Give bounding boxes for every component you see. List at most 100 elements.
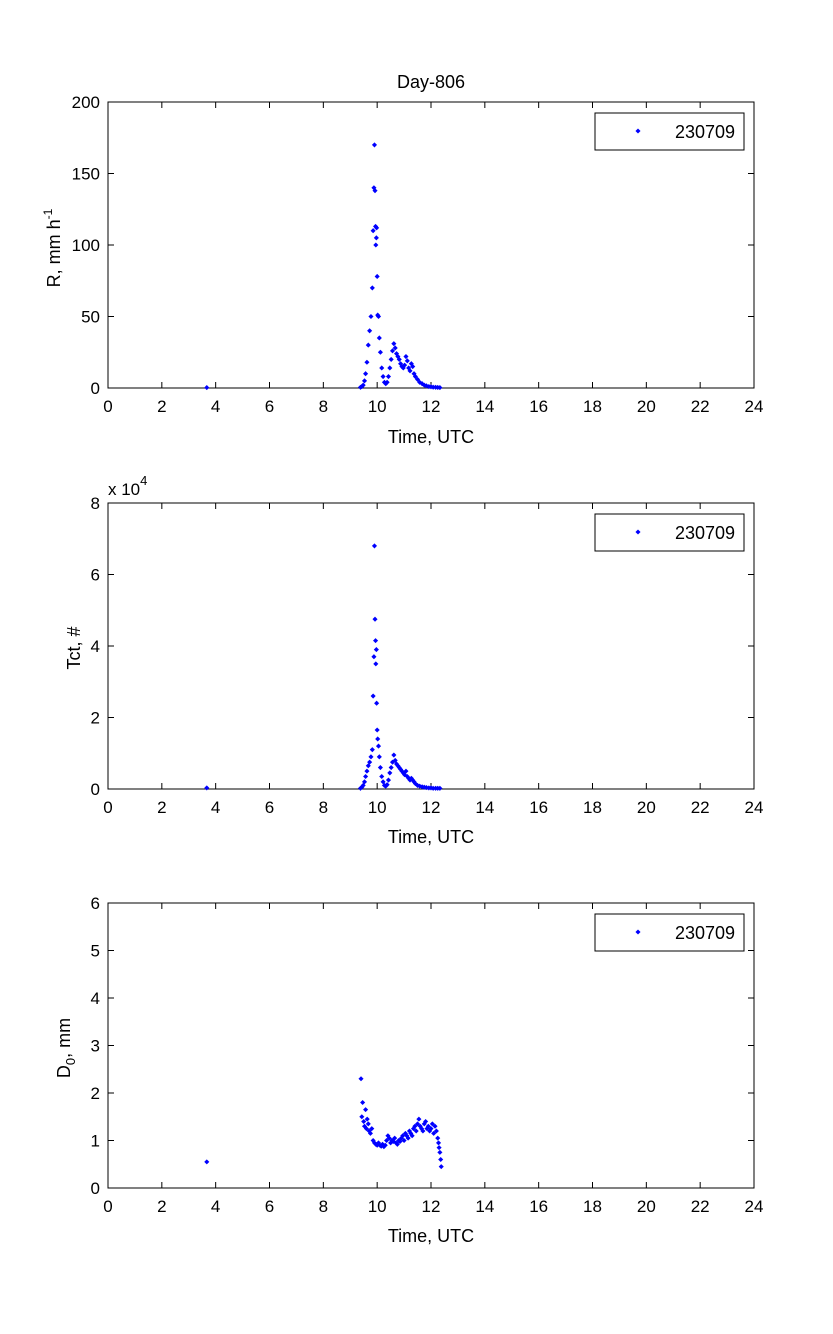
y-scale-factor: x 104 (108, 473, 147, 499)
data-point (384, 782, 390, 788)
y-tick-label: 6 (91, 894, 100, 913)
x-tick-label: 24 (745, 397, 764, 416)
data-point (436, 1145, 442, 1151)
legend: 230709 (594, 913, 745, 952)
x-tick-label: 0 (103, 1197, 112, 1216)
data-point (404, 358, 410, 364)
data-point (385, 374, 392, 380)
x-tick-label: 10 (368, 397, 387, 416)
x-tick-label: 14 (475, 798, 494, 817)
data-point (370, 693, 376, 699)
data-point (376, 335, 382, 341)
data-point (361, 378, 368, 384)
y-tick-label: 0 (91, 1179, 100, 1198)
x-tick-label: 18 (583, 397, 602, 416)
x-tick-label: 8 (319, 1197, 328, 1216)
x-tick-label: 16 (529, 798, 548, 817)
y-tick-label: 1 (91, 1132, 100, 1151)
x-axis-label: Time, UTC (388, 827, 474, 847)
data-point (373, 242, 379, 248)
x-tick-label: 0 (103, 798, 112, 817)
data-point (375, 313, 382, 320)
x-tick-label: 4 (211, 397, 220, 416)
y-scale-factor-text: x 10 (108, 480, 140, 499)
data-point (363, 371, 369, 377)
data-point (369, 285, 375, 291)
total-count-panel: x 104 Tct, # Time, UTC 0 2 4 6 8 10 12 14 16 18 20… (64, 473, 763, 847)
x-tick-label: 4 (211, 798, 220, 817)
y-axis-label: R, mm h-1 (41, 208, 64, 287)
x-tick-label: 22 (691, 397, 710, 416)
data-point (389, 348, 396, 354)
data-point (396, 356, 402, 362)
x-tick-label: 14 (475, 397, 494, 416)
y-axis-label-subscript: 0 (63, 1058, 78, 1065)
x-tick-label: 10 (368, 1197, 387, 1216)
x-tick-label: 2 (157, 1197, 166, 1216)
x-tick-label: 8 (319, 798, 328, 817)
legend-label: 230709 (675, 923, 735, 943)
data-point (368, 313, 374, 320)
data-point (379, 365, 385, 371)
data-point (371, 654, 377, 660)
x-tick-label: 16 (529, 1197, 548, 1216)
x-tick-label: 24 (745, 1197, 764, 1216)
x-tick-label: 6 (265, 1197, 274, 1216)
x-tick-label: 12 (422, 798, 441, 817)
x-tick-label: 2 (157, 798, 166, 817)
x-tick-label: 14 (475, 1197, 494, 1216)
y-tick-label: 4 (91, 637, 100, 656)
data-point (391, 752, 397, 758)
legend-marker (635, 529, 641, 535)
x-tick-label: 2 (157, 397, 166, 416)
data-point (204, 1159, 210, 1165)
x-tick-label: 22 (691, 798, 710, 817)
legend-label: 230709 (675, 523, 735, 543)
x-tick-label: 22 (691, 1197, 710, 1216)
y-axis-label-suffix: , mm (54, 1018, 74, 1058)
x-tick-label: 16 (529, 397, 548, 416)
legend-box (594, 112, 745, 151)
y-tick-label: 5 (91, 942, 100, 961)
data-point (388, 356, 394, 362)
data-point (367, 328, 373, 334)
y-axis-label-exponent: -1 (41, 208, 55, 219)
data-point (373, 235, 379, 241)
data-point (372, 188, 378, 194)
data-point (204, 385, 210, 391)
x-tick-label: 20 (637, 1197, 656, 1216)
data-point (391, 341, 397, 347)
data-point (392, 345, 398, 351)
data-point (403, 353, 409, 360)
rain-rate-panel: Day-806 R, mm h-1 Time, UTC 0 2 4 6 8 10 12 14 1… (41, 72, 763, 447)
data-point (374, 225, 380, 231)
x-tick-label: 6 (265, 397, 274, 416)
data-point (365, 1121, 371, 1127)
y-tick-label: 4 (91, 989, 100, 1008)
x-axis-label: Time, UTC (388, 427, 474, 447)
data-point (374, 273, 380, 280)
y-tick-label: 150 (72, 165, 100, 184)
legend-label: 230709 (675, 122, 735, 142)
data-point (377, 349, 383, 355)
y-tick-label: 100 (72, 236, 100, 255)
y-axis-label: Tct, # (64, 626, 84, 669)
data-point (410, 364, 416, 370)
x-tick-label: 10 (368, 798, 387, 817)
data-point (392, 1135, 398, 1141)
legend: 230709 (594, 513, 745, 552)
x-tick-label: 18 (583, 798, 602, 817)
y-tick-label: 3 (91, 1037, 100, 1056)
y-tick-label: 8 (91, 494, 100, 513)
x-tick-label: 4 (211, 1197, 220, 1216)
x-tick-label: 24 (745, 798, 764, 817)
data-point (416, 1116, 422, 1122)
data-point (387, 365, 393, 371)
y-axis-label-text: R, mm h (44, 219, 64, 287)
data-point (361, 779, 368, 785)
data-point (361, 1118, 367, 1125)
x-tick-label: 12 (422, 397, 441, 416)
data-point (432, 1123, 438, 1129)
data-point (384, 379, 390, 385)
